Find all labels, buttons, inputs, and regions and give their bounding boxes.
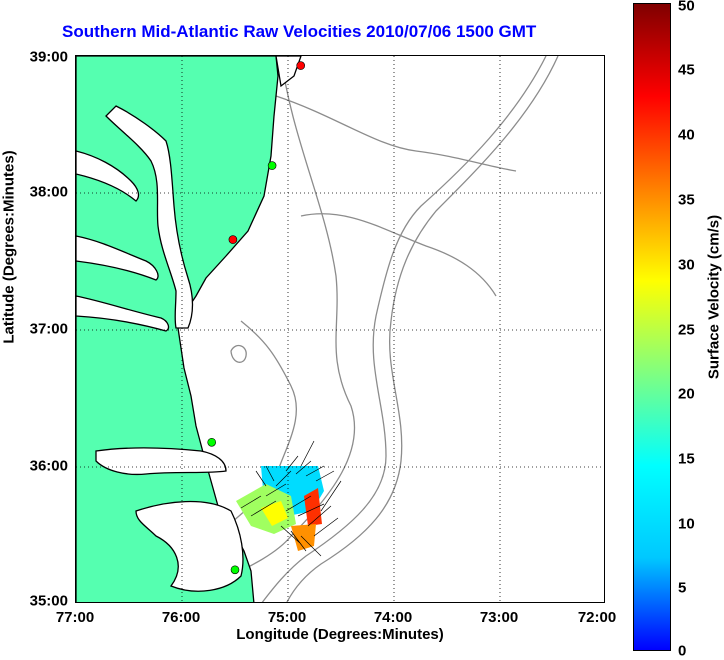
water-pamlico-sound bbox=[135, 500, 244, 592]
x-tick-label: 73:00 bbox=[479, 609, 519, 626]
water-chesapeake-tributary-1 bbox=[76, 150, 140, 202]
water-chesapeake-tributary-3 bbox=[76, 295, 170, 332]
velocity-field bbox=[236, 466, 324, 551]
bathymetry-contour-island bbox=[230, 344, 247, 363]
hf-radar-station-marker[interactable] bbox=[207, 437, 216, 447]
velocity-vector bbox=[255, 440, 315, 487]
colorbar bbox=[633, 3, 671, 651]
map-plot-area[interactable] bbox=[75, 55, 605, 603]
colorbar-tick-label: 25 bbox=[678, 321, 695, 339]
bathymetry-contours bbox=[178, 56, 559, 602]
colorbar-tick-label: 50 bbox=[678, 0, 695, 15]
colorbar-tick-label: 15 bbox=[678, 450, 695, 468]
y-tick-label: 39:00 bbox=[29, 48, 68, 66]
y-tick-label: 36:00 bbox=[29, 457, 68, 475]
x-axis-label: Longitude (Degrees:Minutes) bbox=[236, 626, 444, 643]
velocity-vectors bbox=[240, 440, 342, 557]
colorbar-tick-label: 20 bbox=[678, 385, 695, 403]
colorbar-tick-label: 30 bbox=[678, 256, 695, 274]
hf-radar-station-marker[interactable] bbox=[267, 161, 277, 170]
colorbar-tick-label: 0 bbox=[678, 642, 687, 660]
bathymetry-contour-shelf bbox=[190, 320, 298, 557]
velocity-vector bbox=[285, 455, 335, 482]
land bbox=[76, 56, 302, 602]
velocity-vector bbox=[240, 470, 292, 517]
colorbar-tick-label: 10 bbox=[678, 515, 695, 533]
bathymetry-contour-outer-2 bbox=[300, 213, 497, 297]
x-tick-label: 72:00 bbox=[577, 609, 617, 626]
x-tick-label: 74:00 bbox=[373, 609, 413, 626]
grid-lines bbox=[76, 56, 604, 602]
hf-radar-station-marker[interactable] bbox=[230, 565, 240, 575]
velocity-patch-orange bbox=[291, 524, 316, 551]
x-tick-label: 75:00 bbox=[267, 609, 307, 626]
y-axis-label: Latitude (Degrees:Minutes) bbox=[0, 150, 18, 344]
velocity-patch-high bbox=[261, 501, 288, 526]
velocity-vector bbox=[280, 480, 342, 557]
bathymetry-contour-outer bbox=[275, 95, 517, 172]
x-tick-label: 77:00 bbox=[55, 609, 95, 626]
bathymetry-contour-shallow bbox=[178, 56, 356, 602]
water-delaware-bay bbox=[275, 56, 302, 88]
colorbar-tick-label: 40 bbox=[678, 126, 695, 144]
map-title: Southern Mid-Atlantic Raw Velocities 201… bbox=[62, 22, 537, 41]
y-tick-label: 35:00 bbox=[29, 592, 68, 610]
map-canvas bbox=[76, 56, 604, 602]
velocity-vector bbox=[285, 495, 339, 537]
colorbar-tick-label: 35 bbox=[678, 191, 695, 209]
y-tick-label: 38:00 bbox=[29, 183, 68, 201]
colorbar-label: Surface Velocity (cm/s) bbox=[705, 214, 723, 380]
y-tick-label: 37:00 bbox=[29, 320, 68, 338]
bathymetry-contour-mid bbox=[261, 56, 547, 602]
water-albemarle-sound bbox=[95, 447, 227, 476]
bathymetry-contour-deep bbox=[286, 56, 559, 602]
water-chesapeake-tributary-2 bbox=[76, 235, 159, 281]
x-tick-label: 76:00 bbox=[161, 609, 201, 626]
hf-radar-station-marker[interactable] bbox=[296, 61, 305, 70]
colorbar-tick-label: 45 bbox=[678, 61, 695, 79]
colorbar-tick-label: 5 bbox=[678, 579, 687, 597]
hf-radar-station-marker[interactable] bbox=[228, 235, 238, 244]
station-markers bbox=[207, 61, 305, 575]
